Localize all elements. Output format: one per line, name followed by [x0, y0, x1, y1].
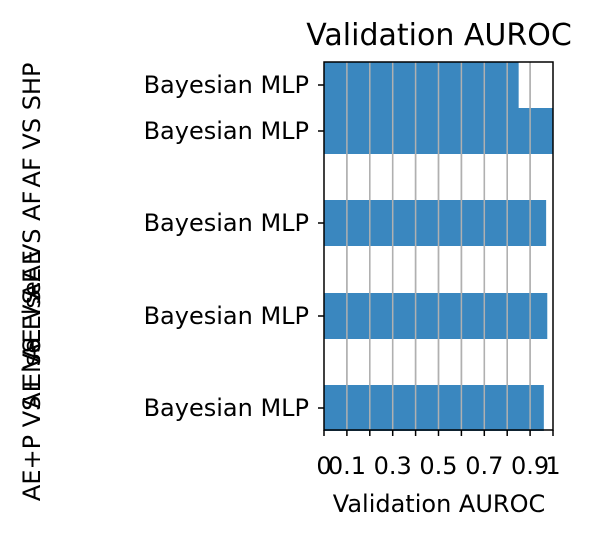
bars	[324, 62, 553, 431]
chart-title: Validation AUROC	[306, 18, 572, 53]
y-tick-label: Bayesian MLP	[144, 117, 309, 145]
group-label: AE VS AE	[18, 250, 46, 360]
group-label: AE VS AF	[18, 191, 46, 300]
x-tick-label: 0.5	[419, 452, 457, 480]
bar	[324, 200, 547, 246]
x-tick-label: 0.3	[374, 452, 412, 480]
bar	[324, 293, 548, 339]
x-axis-label: Validation AUROC	[333, 490, 545, 518]
x-tick-label: 0.1	[328, 452, 366, 480]
bar	[324, 62, 519, 108]
group-label: AE VS Else	[18, 281, 46, 409]
y-tick-label: Bayesian MLP	[144, 394, 309, 422]
y-tick-label: Bayesian MLP	[144, 302, 309, 330]
x-tick-label: 0.7	[465, 452, 503, 480]
x-tick-label: 0.9	[511, 452, 549, 480]
x-tick-label: 1	[545, 452, 560, 480]
x-tick-label: 0	[316, 452, 331, 480]
y-tick-label: Bayesian MLP	[144, 71, 309, 99]
y-ticks: Bayesian MLP Bayesian MLP Bayesian MLP Baye…	[144, 71, 324, 422]
x-ticks: 00.1 0.3 0.5 0.7 0.91	[316, 430, 561, 480]
y-tick-label: Bayesian MLP	[144, 209, 309, 237]
bar	[324, 385, 544, 431]
group-label: AE+P VS Else	[18, 339, 46, 501]
group-label: AF VS SHP	[18, 63, 46, 188]
